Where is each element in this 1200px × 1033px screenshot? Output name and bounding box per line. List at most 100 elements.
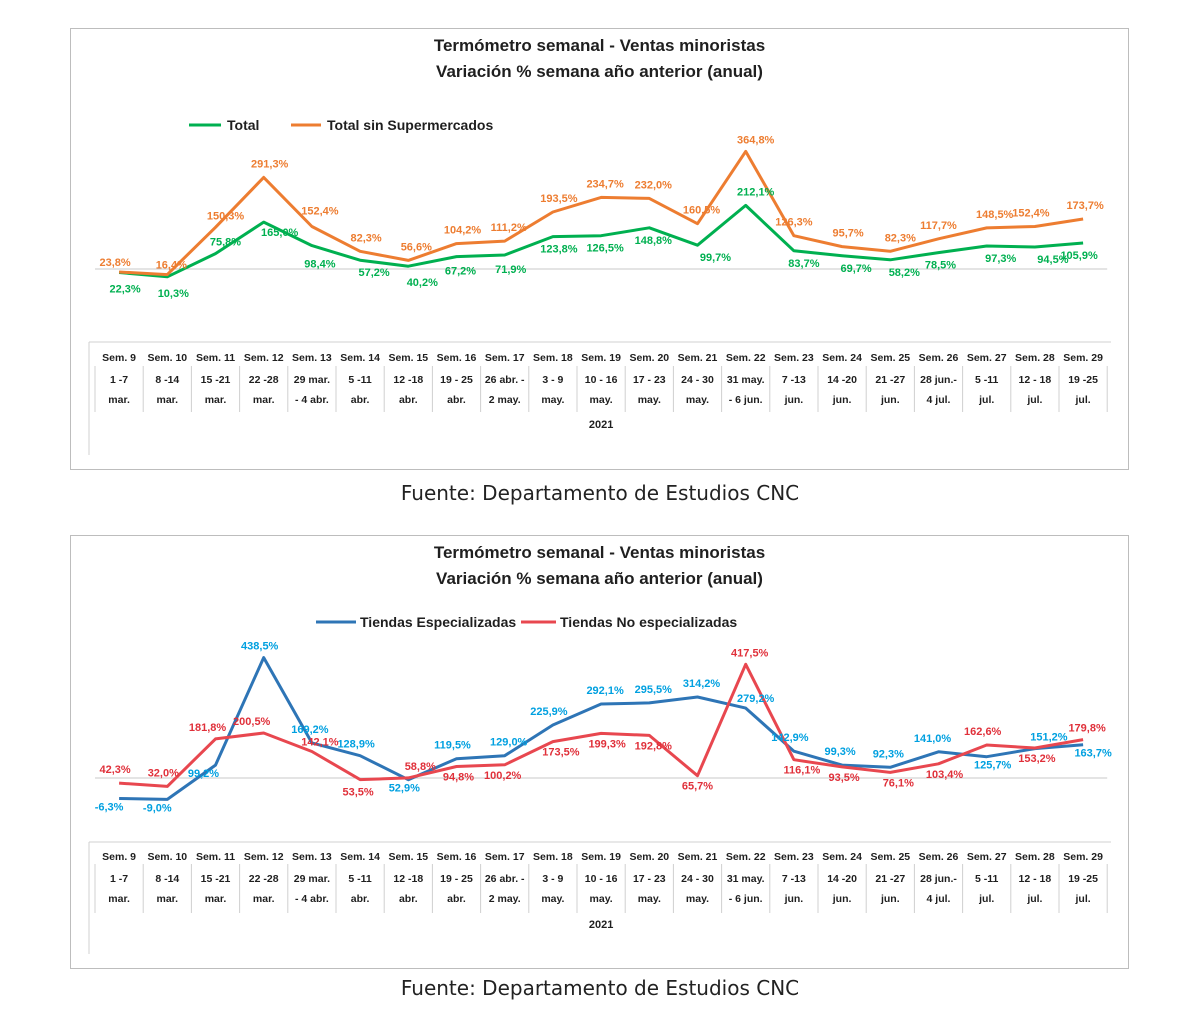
data-label: 98,4% <box>304 259 335 271</box>
data-label: 93,5% <box>828 772 859 784</box>
data-label: 181,8% <box>189 722 227 734</box>
week-label: Sem. 13 <box>292 352 332 364</box>
date-range-label: 4 jul. <box>927 394 951 406</box>
date-range-label: 28 jun.- <box>920 873 957 885</box>
date-range-label: jun. <box>880 394 900 406</box>
week-label: Sem. 28 <box>1015 851 1055 863</box>
chart-tiendas-svg: Termómetro semanal - Ventas minoristas Va… <box>88 543 1112 954</box>
date-range-label: 24 - 30 <box>681 374 714 386</box>
date-range-label: 8 -14 <box>155 374 179 386</box>
legend-label: Total sin Supermercados <box>327 117 493 133</box>
date-range-label: 10 - 16 <box>585 374 618 386</box>
data-label: 40,2% <box>407 277 438 289</box>
date-range-label: jul. <box>1026 394 1042 406</box>
week-label: Sem. 20 <box>629 352 669 364</box>
data-label: 162,6% <box>964 726 1002 738</box>
data-label: 141,0% <box>914 733 952 745</box>
date-range-label: jun. <box>784 394 804 406</box>
date-range-label: may. <box>590 394 613 406</box>
data-label: 292,1% <box>586 685 624 697</box>
date-range-label: abr. <box>351 893 370 905</box>
data-label: 99,7% <box>700 252 731 264</box>
data-label: 163,7% <box>1074 748 1112 760</box>
date-range-label: 12 - 18 <box>1019 374 1052 386</box>
date-range-label: - 6 jun. <box>729 394 763 406</box>
week-label: Sem. 28 <box>1015 352 1055 364</box>
week-label: Sem. 29 <box>1063 851 1103 863</box>
week-label: Sem. 13 <box>292 851 332 863</box>
data-label: 58,8% <box>405 761 436 773</box>
data-label: 165,0% <box>261 227 299 239</box>
date-range-label: 3 - 9 <box>542 374 563 386</box>
data-label: 119,5% <box>434 740 471 752</box>
date-range-label: - 4 abr. <box>295 893 329 905</box>
chart-total-svg: Termómetro semanal - Ventas minoristas Va… <box>88 36 1111 455</box>
chart-panel-total: Termómetro semanal - Ventas minoristas Va… <box>70 28 1129 470</box>
data-label: 57,2% <box>358 267 389 279</box>
data-label: 76,1% <box>883 777 914 789</box>
date-range-label: 31 may. <box>727 873 765 885</box>
chart-title: Termómetro semanal - Ventas minoristas <box>434 543 765 562</box>
data-label: 142,1% <box>301 737 339 749</box>
data-label: -9,0% <box>143 802 172 814</box>
data-label: 56,6% <box>401 241 432 253</box>
data-label: 225,9% <box>530 706 568 718</box>
chart-title: Termómetro semanal - Ventas minoristas <box>434 36 765 55</box>
data-label: 111,2% <box>491 222 527 234</box>
week-label: Sem. 11 <box>196 851 235 863</box>
week-label: Sem. 22 <box>726 851 766 863</box>
data-label: 199,3% <box>588 738 626 750</box>
week-label: Sem. 17 <box>485 352 525 364</box>
date-range-label: 14 -20 <box>827 873 857 885</box>
data-label: 417,5% <box>731 647 769 659</box>
date-range-label: 8 -14 <box>155 873 179 885</box>
date-range-label: mar. <box>108 893 130 905</box>
week-label: Sem. 23 <box>774 352 814 364</box>
data-label: 75,8% <box>210 237 241 249</box>
week-label: Sem. 25 <box>870 851 910 863</box>
year-label: 2021 <box>589 419 613 431</box>
date-range-label: abr. <box>399 394 418 406</box>
data-label: 104,2% <box>444 225 482 237</box>
week-label: Sem. 21 <box>678 352 718 364</box>
date-range-label: 2 may. <box>489 893 521 905</box>
legend-label: Tiendas No especializadas <box>560 614 737 630</box>
date-range-label: 2 may. <box>489 394 521 406</box>
date-range-label: 22 -28 <box>249 873 279 885</box>
data-label: 126,3% <box>775 217 813 229</box>
date-range-label: 5 -11 <box>975 374 999 386</box>
chart-panel-tiendas: Termómetro semanal - Ventas minoristas Va… <box>70 535 1129 969</box>
data-label: 152,4% <box>301 206 339 218</box>
data-label: 78,5% <box>925 260 956 272</box>
data-label: 117,7% <box>920 220 957 232</box>
date-range-label: 19 -25 <box>1068 873 1098 885</box>
data-label: 148,5% <box>976 209 1014 221</box>
date-range-label: 7 -13 <box>782 873 806 885</box>
data-label: 193,5% <box>540 193 578 205</box>
date-range-label: 29 mar. <box>294 374 330 386</box>
data-label: 279,2% <box>737 693 775 705</box>
data-label: 173,7% <box>1066 200 1104 212</box>
data-label: 99,2% <box>188 768 219 780</box>
source-note: Fuente: Departamento de Estudios CNC <box>400 481 800 505</box>
data-label: 10,3% <box>158 288 189 300</box>
week-label: Sem. 10 <box>147 851 187 863</box>
week-label: Sem. 24 <box>822 352 862 364</box>
week-label: Sem. 18 <box>533 352 573 364</box>
data-label: 123,8% <box>540 244 578 256</box>
date-range-label: 19 -25 <box>1068 374 1098 386</box>
data-label: 83,7% <box>788 258 819 270</box>
data-label: -6,3% <box>95 801 124 813</box>
week-label: Sem. 17 <box>485 851 525 863</box>
date-range-label: 15 -21 <box>201 873 231 885</box>
data-label: 173,5% <box>542 747 580 759</box>
date-range-label: - 4 abr. <box>295 394 329 406</box>
data-label: 82,3% <box>350 232 381 244</box>
legend-label: Tiendas Especializadas <box>360 614 516 630</box>
date-range-label: 14 -20 <box>827 374 857 386</box>
data-label: 71,9% <box>495 264 526 276</box>
series-line <box>119 149 1084 277</box>
week-label: Sem. 27 <box>967 352 1007 364</box>
data-label: 153,2% <box>1018 753 1056 765</box>
date-range-label: mar. <box>156 893 178 905</box>
